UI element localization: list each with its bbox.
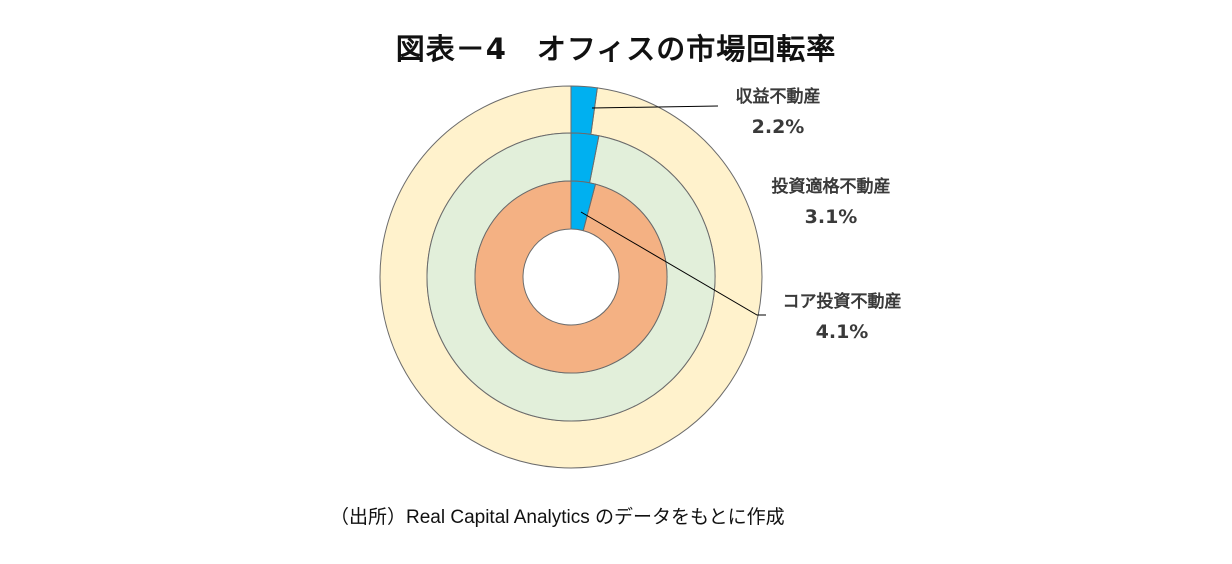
label-value: 3.1% [804,206,858,228]
label-name: 収益不動産 [735,87,821,107]
chart-title: 図表－4 オフィスの市場回転率 [395,32,837,66]
label-income-property: 収益不動産 2.2% [718,82,838,142]
label-investment-grade-property: 投資適格不動産 3.1% [756,172,906,232]
ring-segment-remainder [474,180,668,374]
label-name: 投資適格不動産 [771,177,891,197]
label-name: コア投資不動産 [782,292,902,312]
label-value: 2.2% [751,116,805,138]
source-note: （出所）Real Capital Analytics のデータをもとに作成 [330,507,785,528]
ring-segment-turnover [570,180,597,232]
label-core-investment-property: コア投資不動産 4.1% [767,287,917,347]
leader-line [580,211,766,316]
label-value: 4.1% [815,321,869,343]
leader-line [591,105,719,109]
